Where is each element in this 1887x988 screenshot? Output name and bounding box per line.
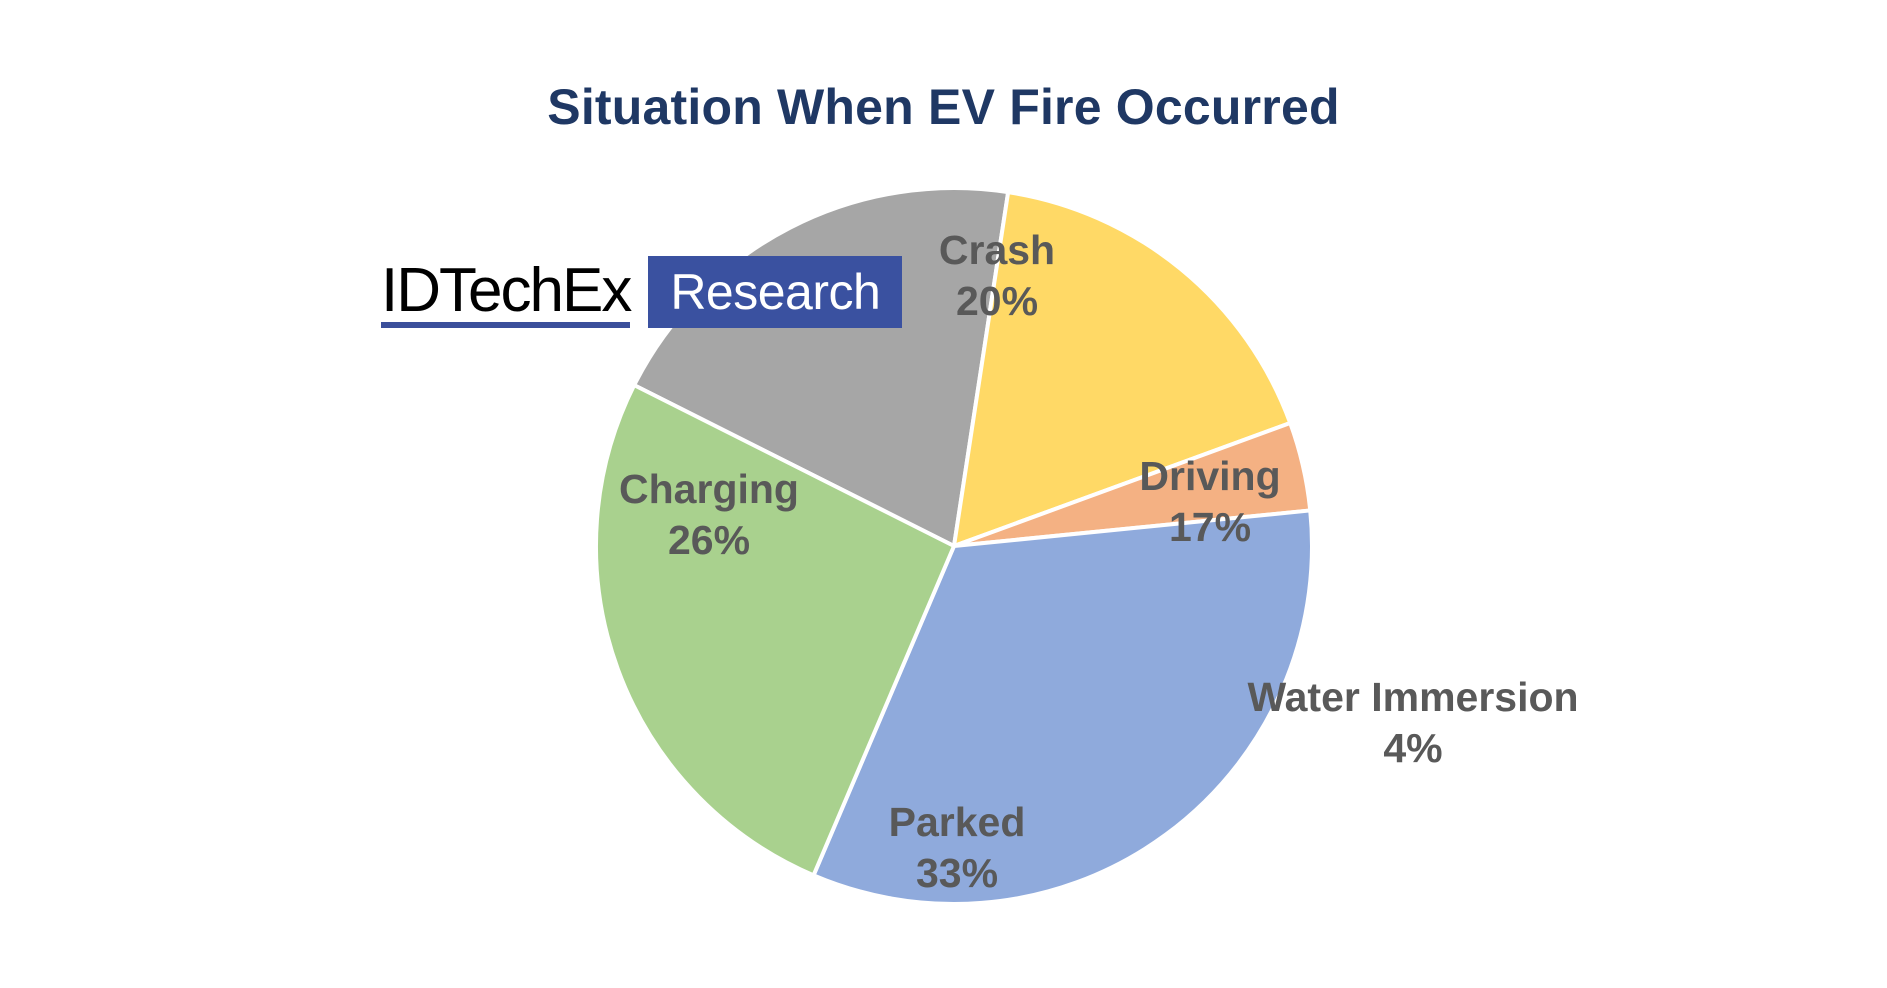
data-label-value: 26% [668,517,750,563]
data-label-charging: Charging 26% [619,466,799,563]
data-label-category: Charging [619,466,799,512]
data-label-value: 17% [1169,504,1251,550]
chart-title: Situation When EV Fire Occurred [547,79,1340,135]
data-label-category: Driving [1139,453,1280,499]
data-label-category: Parked [889,799,1026,845]
pie-slice-driving [952,190,1293,548]
data-label-water-immersion: Water Immersion 4% [1247,674,1578,771]
logo-research-badge: Research [648,256,903,328]
logo-wordmark: IDTechEx [381,256,632,325]
logo-underline [381,322,631,328]
data-label-value: 4% [1383,725,1442,771]
data-label-value: 33% [916,850,998,896]
pie-slice-parked [811,508,1314,906]
pie-slice-charging [594,383,956,878]
logo-wordmark-block: IDTechEx [381,256,632,328]
pie-labels: Crash 20% Driving 17% Water Immersion 4% Parke… [619,227,1579,896]
idtechex-research-logo: IDTechEx Research [381,256,903,328]
data-label-category: Water Immersion [1247,674,1578,720]
data-label-category: Crash [939,227,1055,273]
pie-slices [594,186,1314,906]
data-label-driving: Driving 17% [1139,453,1280,550]
data-label-parked: Parked 33% [889,799,1026,896]
data-label-crash: Crash 20% [939,227,1055,324]
data-label-value: 20% [956,278,1038,324]
